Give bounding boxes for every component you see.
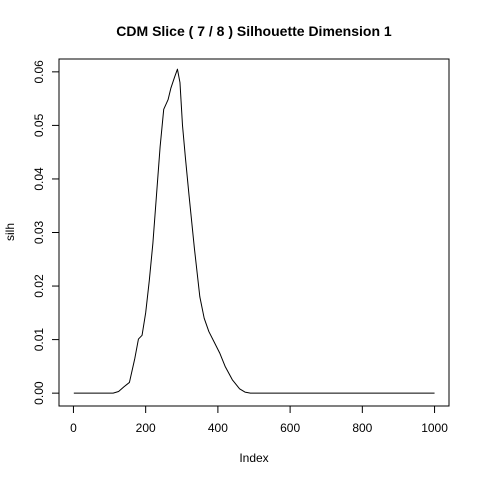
y-tick-label: 0.02 [32, 274, 46, 298]
y-axis: 0.00 0.01 0.02 0.03 0.04 0.05 0.06 [32, 60, 59, 405]
series-layer [74, 69, 435, 393]
chart-title: CDM Slice ( 7 / 8 ) Silhouette Dimension… [116, 23, 392, 39]
y-tick-label: 0.04 [32, 167, 46, 191]
x-tick-label: 200 [136, 421, 156, 435]
plot-area-frame [59, 59, 449, 406]
y-tick-label: 0.06 [32, 60, 46, 84]
x-tick-label: 400 [208, 421, 228, 435]
x-tick-label: 600 [280, 421, 300, 435]
y-tick-label: 0.03 [32, 220, 46, 244]
x-tick-label: 0 [70, 421, 77, 435]
x-axis: 0 200 400 600 800 1000 [70, 406, 448, 435]
y-tick-label: 0.01 [32, 328, 46, 352]
x-axis-label: Index [239, 451, 268, 465]
y-axis-label: silh [3, 223, 17, 241]
x-tick-label: 1000 [421, 421, 448, 435]
y-tick-label: 0.05 [32, 113, 46, 137]
series-line-1 [74, 69, 435, 393]
y-tick-label: 0.00 [32, 381, 46, 405]
x-tick-label: 800 [352, 421, 372, 435]
